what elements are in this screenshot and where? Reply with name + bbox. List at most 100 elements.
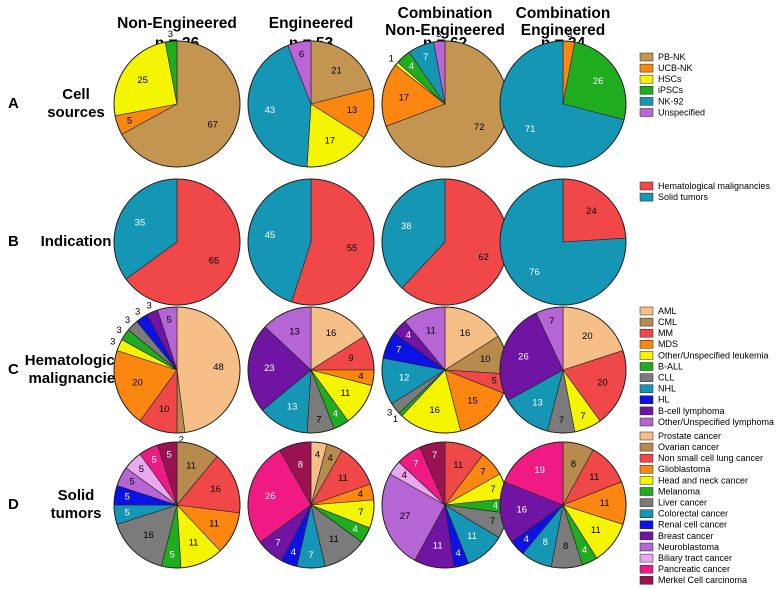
legend-label: Breast cancer bbox=[658, 531, 714, 541]
legend-swatch bbox=[639, 328, 654, 338]
legend-swatch bbox=[639, 531, 654, 541]
pie-chart: 20 20 7 7 13 26 7 bbox=[499, 306, 627, 434]
legend-label: Merkel Cell carcinoma bbox=[658, 575, 747, 585]
data-label: 55 bbox=[347, 243, 358, 254]
legend-label: Solid tumors bbox=[658, 192, 709, 202]
data-label: 7 bbox=[480, 466, 485, 477]
data-label: 17 bbox=[399, 92, 410, 103]
legend-label: Head and neck cancer bbox=[658, 475, 748, 485]
legend-swatch bbox=[639, 564, 654, 574]
column-title: Non-Engineered bbox=[117, 15, 237, 32]
data-label: 13 bbox=[289, 326, 300, 337]
legend-label: CLL bbox=[658, 372, 675, 382]
row-letter: A bbox=[8, 95, 19, 112]
legend-swatch bbox=[639, 373, 654, 382]
legend-swatch bbox=[639, 306, 654, 316]
data-label: 16 bbox=[210, 484, 221, 495]
data-label: 4 bbox=[406, 330, 411, 341]
legend-label: Renal cell cancer bbox=[658, 520, 727, 530]
data-label: 11 bbox=[433, 540, 443, 551]
legend-label: Biliary tract cancer bbox=[658, 553, 732, 563]
data-label: 21 bbox=[331, 66, 342, 77]
data-label: 4 bbox=[456, 548, 461, 559]
legend-swatch bbox=[639, 86, 654, 95]
legend-label: Pancreatic cancer bbox=[658, 564, 730, 574]
data-label: 3 bbox=[116, 325, 121, 336]
data-label: 12 bbox=[399, 372, 410, 383]
data-label: 13 bbox=[532, 397, 543, 408]
legend-swatch bbox=[639, 192, 654, 202]
pie-outline bbox=[247, 40, 375, 168]
data-label: 4 bbox=[493, 500, 498, 511]
legend-label: Other/Unspecified lymphoma bbox=[658, 417, 774, 427]
data-label: 5 bbox=[125, 507, 130, 518]
data-label: 20 bbox=[132, 377, 143, 388]
pie-chart: 16 105 15 16 13 12 74 11 bbox=[381, 306, 509, 434]
row-letter: B bbox=[8, 233, 19, 250]
data-label: 3 bbox=[147, 300, 152, 311]
data-label: 3 bbox=[567, 29, 572, 40]
data-label: 23 bbox=[264, 363, 275, 374]
data-label: 3 bbox=[387, 407, 392, 418]
legend-swatch bbox=[639, 576, 654, 585]
data-label: 20 bbox=[582, 331, 593, 342]
data-label: 27 bbox=[400, 511, 411, 522]
data-label: 4 bbox=[582, 545, 587, 556]
data-label: 5 bbox=[492, 376, 497, 387]
data-label: 11 bbox=[329, 534, 339, 545]
row-title-line: malignancies bbox=[28, 370, 123, 387]
data-label: 17 bbox=[325, 136, 336, 147]
legend-label: Glioblastoma bbox=[658, 464, 711, 474]
legend-swatch bbox=[639, 74, 654, 84]
data-label: 13 bbox=[287, 402, 298, 413]
pie-slice bbox=[176, 306, 241, 433]
data-label: 5 bbox=[166, 450, 171, 461]
data-label: 11 bbox=[453, 460, 463, 471]
legend-label: iPSCs bbox=[658, 85, 684, 95]
data-label: 48 bbox=[213, 362, 224, 373]
legend-label: AML bbox=[658, 306, 677, 316]
row-title-line: tumors bbox=[51, 505, 102, 522]
legend-swatch bbox=[639, 553, 654, 563]
row-letter: C bbox=[8, 361, 19, 378]
legend-swatch bbox=[639, 431, 654, 441]
legend-swatch bbox=[639, 97, 654, 106]
data-label: 7 bbox=[413, 458, 418, 469]
data-label: 5 bbox=[170, 550, 175, 561]
legend-label: B-ALL bbox=[658, 361, 683, 371]
data-label: 11 bbox=[467, 531, 477, 542]
data-label: 15 bbox=[467, 396, 478, 407]
legend-swatch bbox=[639, 498, 654, 507]
data-label: 7 bbox=[396, 344, 401, 355]
legend-label: PB-NK bbox=[658, 52, 686, 62]
data-label: 5 bbox=[166, 315, 171, 326]
data-label: 5 bbox=[129, 477, 134, 488]
data-label: 62 bbox=[478, 252, 489, 263]
data-label: 4 bbox=[315, 450, 320, 461]
legend-swatch bbox=[639, 520, 654, 530]
legend-swatch bbox=[639, 406, 654, 416]
legend-swatch bbox=[639, 442, 654, 452]
data-label: 11 bbox=[600, 498, 610, 509]
data-label: 4 bbox=[333, 409, 338, 420]
data-label: 4 bbox=[291, 547, 296, 558]
legend-swatch bbox=[639, 181, 654, 191]
data-label: 9 bbox=[348, 353, 353, 364]
legend-swatch bbox=[639, 108, 654, 117]
data-label: 11 bbox=[189, 538, 199, 549]
column-title-line1: Combination bbox=[516, 5, 611, 22]
data-label: 26 bbox=[265, 491, 276, 502]
data-label: 16 bbox=[429, 405, 440, 416]
legend-label: Other/Unspecified leukemia bbox=[658, 350, 769, 360]
data-label: 16 bbox=[326, 328, 337, 339]
pie-outline bbox=[499, 441, 627, 569]
pie-chart: 55 45 bbox=[247, 178, 375, 306]
data-label: 16 bbox=[516, 505, 527, 516]
row-title-line: Cell bbox=[62, 86, 90, 103]
legend-label: NK-92 bbox=[658, 96, 684, 106]
data-label: 3 bbox=[125, 315, 130, 326]
column-title-line2: Engineered bbox=[521, 22, 605, 39]
data-label: 24 bbox=[586, 206, 597, 217]
legend-label: Non small cell lung cancer bbox=[658, 453, 763, 463]
